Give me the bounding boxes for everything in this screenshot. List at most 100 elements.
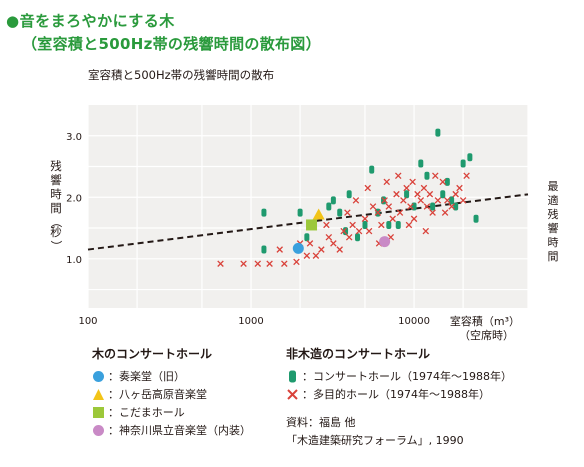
concert-hall-point xyxy=(337,208,343,217)
multipurpose-hall-point xyxy=(420,184,428,192)
legend-item-sougakudo: ：奏楽堂（旧） xyxy=(92,368,185,384)
multipurpose-hall-point xyxy=(417,197,425,204)
multipurpose-hall-point xyxy=(355,227,363,235)
red-cross-icon xyxy=(286,388,299,401)
multipurpose-hall-point xyxy=(414,190,421,198)
concert-hall-point xyxy=(330,196,336,205)
concert-hall-point xyxy=(404,190,410,199)
multipurpose-hall-point xyxy=(318,246,325,253)
concert-hall-point xyxy=(261,208,267,217)
legend-wood-title: 木のコンサートホール xyxy=(92,347,213,361)
legend-item-yatsugatake: ：八ヶ岳高原音楽堂 xyxy=(92,386,207,402)
legend-item-kodama: ：こだまホール xyxy=(92,404,185,420)
multipurpose-hall-point xyxy=(369,203,377,210)
concert-hall-point xyxy=(355,233,361,242)
concert-hall-point xyxy=(326,202,332,211)
y-axis-label-char: 響 xyxy=(50,173,62,187)
multipurpose-hall-point xyxy=(396,209,404,216)
y-axis-label-char: 残 xyxy=(50,159,62,173)
multipurpose-hall-point xyxy=(381,197,388,204)
optimum-line-label-char: 響 xyxy=(548,221,559,235)
multipurpose-hall-point xyxy=(378,221,385,229)
concert-hall-point xyxy=(430,202,436,211)
multipurpose-hall-point xyxy=(456,184,463,192)
legend-item-concert-hall: ：コンサートホール（1974年〜1988年） xyxy=(286,368,512,384)
concert-hall-point xyxy=(424,171,430,180)
x-axis-note: （空席時） xyxy=(459,328,514,342)
y-axis-label-char: （ xyxy=(49,216,63,228)
multipurpose-hall-point xyxy=(254,260,262,267)
multipurpose-hall-point xyxy=(361,215,369,223)
multipurpose-hall-point xyxy=(400,197,407,204)
multipurpose-hall-point xyxy=(330,240,337,247)
concert-hall-point xyxy=(418,159,424,168)
multipurpose-hall-point xyxy=(394,172,402,180)
concert-hall-point xyxy=(473,214,479,223)
chart-title: 室容積と500Hz帯の残響時間の散布 xyxy=(88,68,275,82)
concert-hall-point xyxy=(435,128,441,137)
concert-hall-point xyxy=(449,196,455,205)
multipurpose-hall-point xyxy=(423,203,431,210)
y-axis-label-char: 時 xyxy=(50,187,62,201)
multipurpose-hall-point xyxy=(312,252,320,259)
concert-hall-point xyxy=(362,220,368,229)
multipurpose-hall-point xyxy=(441,209,449,216)
x-tick-label: 1000 xyxy=(238,316,263,327)
multipurpose-hall-point xyxy=(276,246,283,253)
multipurpose-hall-point xyxy=(389,215,396,223)
source-line-2: 「木造建築研究フォーラム」, 1990 xyxy=(286,434,464,447)
y-axis-label-char: 秒 xyxy=(50,225,62,239)
multipurpose-hall-point xyxy=(374,209,382,216)
y-tick-label: 1.0 xyxy=(66,255,82,266)
x-axis-label: 室容積（m³） xyxy=(450,314,520,328)
multipurpose-hall-point xyxy=(364,184,372,192)
multipurpose-hall-point xyxy=(444,197,451,204)
wood-hall-point xyxy=(306,219,318,231)
multipurpose-hall-point xyxy=(303,252,311,259)
legend-item-multipurpose: ：多目的ホール（1974年〜1988年） xyxy=(286,386,490,402)
legend-label: ：多目的ホール（1974年〜1988年） xyxy=(302,388,490,401)
legend-label: ：コンサートホール（1974年〜1988年） xyxy=(302,370,512,383)
multipurpose-hall-point xyxy=(463,172,470,180)
concert-hall-point xyxy=(395,220,401,229)
multipurpose-hall-point xyxy=(405,221,413,229)
y-axis-label-char: ） xyxy=(49,240,63,252)
yellow-triangle-icon xyxy=(92,388,105,401)
blue-circle-icon xyxy=(92,370,105,383)
multipurpose-hall-point xyxy=(459,197,467,204)
concert-hall-point xyxy=(304,233,310,242)
multipurpose-hall-point xyxy=(323,221,330,229)
heading-subtitle: （室容積と500Hz帯の残響時間の散布図） xyxy=(22,35,321,53)
legend-label: ：神奈川県立音楽堂（内装） xyxy=(108,424,251,437)
multipurpose-hall-point xyxy=(340,227,347,235)
concert-hall-point xyxy=(467,153,473,162)
optimum-line-label-char: 適 xyxy=(548,193,559,207)
concert-hall-point xyxy=(440,190,446,199)
multipurpose-hall-point xyxy=(293,258,300,266)
y-axis-label-char: 間 xyxy=(50,201,62,215)
multipurpose-hall-point xyxy=(429,209,436,216)
multipurpose-hall-point xyxy=(336,246,343,253)
legend-nonwood-title: 非木造のコンサートホール xyxy=(286,347,431,361)
y-tick-label: 2.0 xyxy=(66,193,82,204)
multipurpose-hall-point xyxy=(344,209,351,216)
concert-hall-point xyxy=(297,208,303,217)
wood-hall-point xyxy=(292,242,304,254)
multipurpose-hall-point xyxy=(432,172,439,180)
multipurpose-hall-point xyxy=(452,190,459,198)
source-line-1: 資料：福島 他 xyxy=(286,416,356,429)
concert-hall-point xyxy=(460,159,466,168)
multipurpose-hall-point xyxy=(306,240,314,247)
legend-label: ：奏楽堂（旧） xyxy=(108,370,185,383)
concert-hall-point xyxy=(261,245,267,254)
y-tick-label: 3.0 xyxy=(66,132,82,143)
optimum-line-label-char: 最 xyxy=(548,180,559,193)
multipurpose-hall-point xyxy=(407,203,414,210)
optimum-line-label-char: 時 xyxy=(548,236,559,249)
concert-hall-point xyxy=(343,227,349,236)
multipurpose-hall-point xyxy=(403,184,410,192)
legend-label: ：こだまホール xyxy=(108,406,185,419)
multipurpose-hall-point xyxy=(325,233,333,241)
multipurpose-hall-point xyxy=(383,178,391,186)
